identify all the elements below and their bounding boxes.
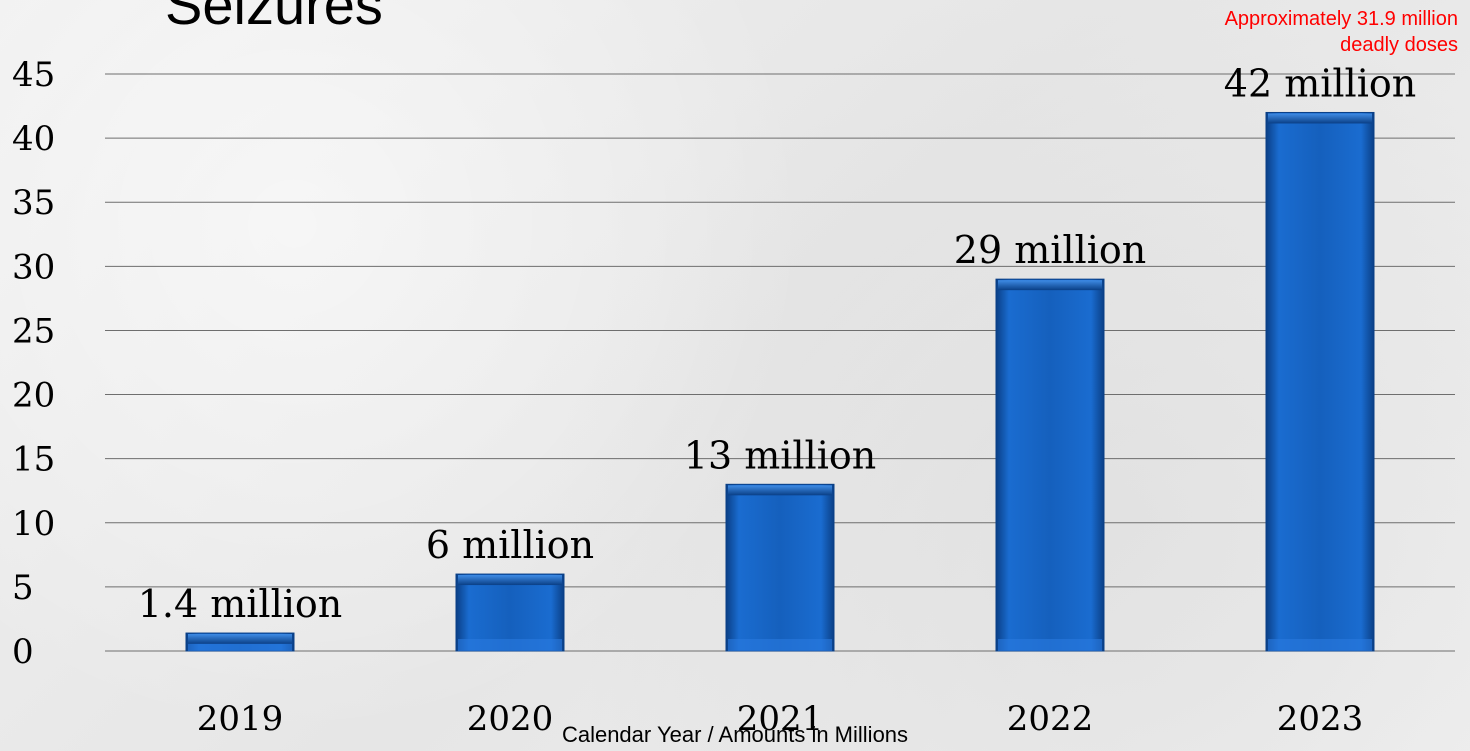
y-tick-label: 35 bbox=[12, 183, 55, 223]
data-label: 13 million bbox=[684, 433, 876, 477]
data-labels: 1.4 million 6 million 13 million 29 million… bbox=[138, 61, 1416, 626]
y-tick-label: 5 bbox=[12, 568, 34, 608]
y-axis-ticks: 0 5 10 15 20 25 30 35 40 45 bbox=[12, 55, 55, 672]
x-axis-title: Calendar Year / Amounts in Millions bbox=[561, 722, 909, 747]
bar-body bbox=[995, 278, 1105, 652]
data-label: 1.4 million bbox=[138, 582, 343, 626]
bar bbox=[1265, 111, 1375, 652]
x-tick-label: 2022 bbox=[1007, 699, 1094, 739]
bar-body bbox=[725, 483, 835, 652]
bar-cap bbox=[728, 485, 832, 496]
x-tick-label: 2023 bbox=[1277, 699, 1364, 739]
bar-cap bbox=[998, 280, 1102, 291]
bars bbox=[185, 111, 1375, 652]
y-tick-label: 20 bbox=[12, 376, 55, 416]
data-label: 6 million bbox=[426, 523, 594, 567]
bar-base bbox=[998, 639, 1102, 651]
data-label: 29 million bbox=[954, 228, 1146, 272]
y-tick-label: 0 bbox=[12, 632, 34, 672]
bar-cap bbox=[458, 575, 562, 586]
x-tick-label: 2020 bbox=[467, 699, 554, 739]
bar-base bbox=[458, 639, 562, 651]
bar-base bbox=[1268, 639, 1372, 651]
gridlines bbox=[105, 73, 1455, 652]
y-tick-label: 15 bbox=[12, 440, 55, 480]
bar bbox=[725, 483, 835, 652]
bar-cap bbox=[188, 634, 292, 644]
data-label: 42 million bbox=[1224, 61, 1416, 105]
y-tick-label: 30 bbox=[12, 247, 55, 287]
annotation-text: Approximately 31.9 million deadly doses bbox=[1224, 8, 1458, 56]
x-axis-ticks: 2019 2020 2021 2022 2023 bbox=[197, 699, 1364, 739]
y-tick-label: 45 bbox=[12, 55, 55, 95]
bar-base bbox=[188, 643, 292, 651]
x-tick-label: 2021 bbox=[737, 699, 824, 739]
y-tick-label: 10 bbox=[12, 504, 55, 544]
bar-body bbox=[1265, 111, 1375, 652]
bar bbox=[455, 573, 565, 652]
y-tick-label: 25 bbox=[12, 311, 55, 351]
bar bbox=[185, 632, 295, 652]
bar-body bbox=[455, 573, 565, 652]
y-tick-label: 40 bbox=[12, 119, 55, 159]
bar-cap bbox=[1268, 113, 1372, 124]
bar bbox=[995, 278, 1105, 652]
x-tick-label: 2019 bbox=[197, 699, 284, 739]
chart-title: Seizures bbox=[165, 0, 383, 36]
bar-base bbox=[728, 639, 832, 651]
